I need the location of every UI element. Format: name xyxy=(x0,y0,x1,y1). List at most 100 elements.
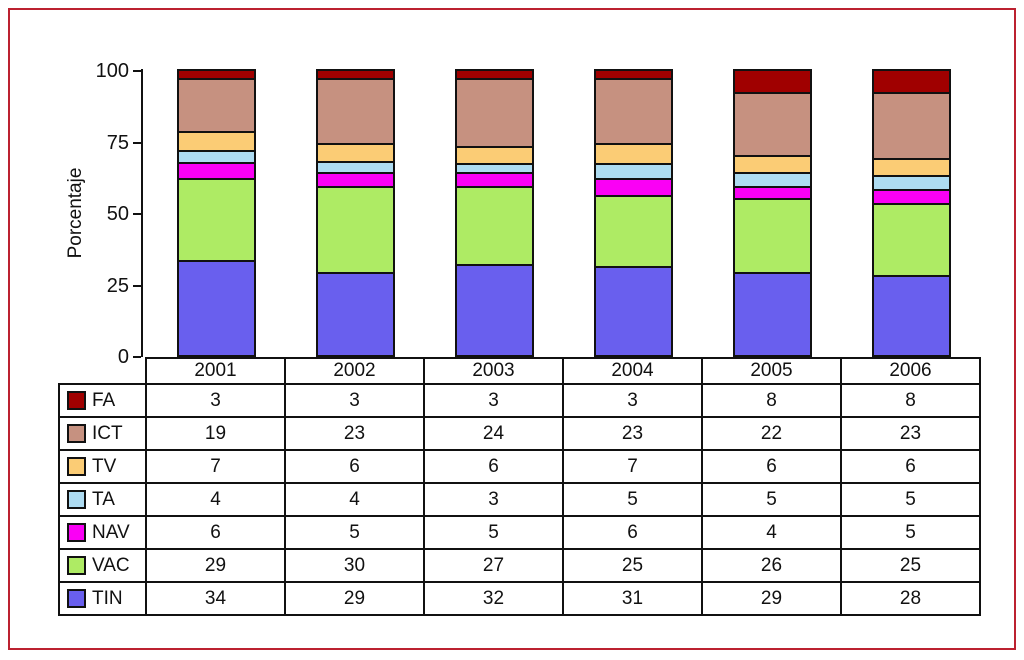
table-cell-vac-2005: 26 xyxy=(701,548,842,583)
stacked-bar-2006 xyxy=(872,68,951,357)
table-cell-tv-2002: 6 xyxy=(284,449,425,484)
legend-item-tin: TIN xyxy=(58,581,147,616)
legend-swatch-nav xyxy=(67,523,86,542)
bar-segment-nav-2004 xyxy=(596,177,671,195)
legend-swatch-ta xyxy=(67,490,86,509)
legend-swatch-tv xyxy=(67,457,86,476)
bar-segment-ta-2002 xyxy=(318,160,393,173)
table-row-tin: TIN 34 29 32 31 29 28 xyxy=(58,581,981,616)
table-cell-fa-2002: 3 xyxy=(284,383,425,418)
bar-segment-ta-2004 xyxy=(596,163,671,178)
table-cell-ict-2002: 23 xyxy=(284,416,425,451)
bar-segment-ict-2004 xyxy=(596,77,671,144)
table-row-tv: TV 7 6 6 7 6 6 xyxy=(58,449,981,484)
year-header-2001: 2001 xyxy=(145,357,286,385)
legend-label-vac: VAC xyxy=(92,554,130,576)
table-cell-fa-2005: 8 xyxy=(701,383,842,418)
legend-label-fa: FA xyxy=(92,389,116,411)
y-tick-mark-0 xyxy=(133,356,141,358)
y-axis-line xyxy=(141,69,143,357)
table-cell-nav-2006: 5 xyxy=(840,515,981,550)
legend-item-tv: TV xyxy=(58,449,147,484)
legend-item-nav: NAV xyxy=(58,515,147,550)
bar-segment-nav-2003 xyxy=(457,172,532,187)
bar-segment-vac-2001 xyxy=(179,178,254,260)
bar-segment-fa-2003 xyxy=(457,69,532,78)
table-cell-tv-2001: 7 xyxy=(145,449,286,484)
bar-segment-ict-2003 xyxy=(457,77,532,147)
table-cell-ta-2002: 4 xyxy=(284,482,425,517)
y-tick-mark-100 xyxy=(133,70,141,72)
table-cell-ta-2005: 5 xyxy=(701,482,842,517)
table-cell-vac-2004: 25 xyxy=(562,548,703,583)
y-tick-label-25: 25 xyxy=(106,274,129,297)
y-tick-label-100: 100 xyxy=(95,60,129,82)
year-header-2005: 2005 xyxy=(701,357,842,385)
stacked-bar-2001 xyxy=(177,69,256,357)
bar-segment-ta-2003 xyxy=(457,163,532,173)
legend-label-tin: TIN xyxy=(92,587,123,609)
bar-segment-fa-2006 xyxy=(874,68,949,92)
bar-segment-tv-2002 xyxy=(318,143,393,161)
legend-item-fa: FA xyxy=(58,383,147,418)
table-corner-empty xyxy=(59,358,146,384)
bar-segment-tv-2005 xyxy=(735,154,810,173)
table-cell-tin-2005: 29 xyxy=(701,581,842,616)
table-cell-tin-2003: 32 xyxy=(423,581,564,616)
bar-segment-nav-2006 xyxy=(874,189,949,204)
table-cell-tv-2004: 7 xyxy=(562,449,703,484)
bar-segment-fa-2004 xyxy=(596,68,671,78)
bar-segment-vac-2006 xyxy=(874,203,949,275)
table-cell-vac-2006: 25 xyxy=(840,548,981,583)
table-cell-tin-2002: 29 xyxy=(284,581,425,616)
bar-segment-tv-2001 xyxy=(179,130,254,151)
table-cell-nav-2005: 4 xyxy=(701,515,842,550)
bar-segment-ict-2001 xyxy=(179,77,254,131)
bar-segment-tv-2004 xyxy=(596,143,671,164)
table-row-ta: TA 4 4 3 5 5 5 xyxy=(58,482,981,517)
year-header-2003: 2003 xyxy=(423,357,564,385)
plot-area xyxy=(145,68,979,357)
table-cell-ict-2001: 19 xyxy=(145,416,286,451)
table-cell-ict-2005: 22 xyxy=(701,416,842,451)
year-header-2004: 2004 xyxy=(562,357,703,385)
bar-segment-tin-2003 xyxy=(457,263,532,355)
legend-swatch-tin xyxy=(67,589,86,608)
table-cell-tin-2006: 28 xyxy=(840,581,981,616)
table-cell-tv-2005: 6 xyxy=(701,449,842,484)
data-table-grid: 2001 2002 2003 2004 2005 2006 FA 3 3 3 3 8 8 ICT 19 23 2… xyxy=(58,357,981,616)
table-cell-fa-2004: 3 xyxy=(562,383,703,418)
table-row-fa: FA 3 3 3 3 8 8 xyxy=(58,383,981,418)
y-tick-mark-50 xyxy=(133,213,141,215)
legend-label-ta: TA xyxy=(92,488,115,510)
bar-segment-tin-2004 xyxy=(596,266,671,355)
y-tick-mark-25 xyxy=(133,284,141,287)
bar-segment-ict-2006 xyxy=(874,91,949,158)
bar-segment-ta-2006 xyxy=(874,174,949,190)
y-tick-label-75: 75 xyxy=(106,131,129,154)
table-row-ict: ICT 19 23 24 23 22 23 xyxy=(58,416,981,451)
stacked-bar-2004 xyxy=(594,68,673,357)
bar-segment-tin-2006 xyxy=(874,274,949,355)
bar-segment-nav-2002 xyxy=(318,172,393,187)
bar-segment-tv-2003 xyxy=(457,146,532,164)
bar-segment-ict-2005 xyxy=(735,91,810,155)
bar-segment-nav-2005 xyxy=(735,186,810,198)
legend-item-ict: ICT xyxy=(58,416,147,451)
table-cell-vac-2002: 30 xyxy=(284,548,425,583)
bar-segment-fa-2002 xyxy=(318,69,393,78)
stacked-bar-2002 xyxy=(316,69,395,357)
legend-label-ict: ICT xyxy=(92,422,123,444)
table-row-vac: VAC 29 30 27 25 26 25 xyxy=(58,548,981,583)
table-cell-fa-2001: 3 xyxy=(145,383,286,418)
y-tick-label-50: 50 xyxy=(106,203,129,225)
bar-segment-fa-2005 xyxy=(735,69,810,92)
stacked-bar-2003 xyxy=(455,69,534,357)
bar-segment-ict-2002 xyxy=(318,77,393,144)
table-cell-nav-2004: 6 xyxy=(562,515,703,550)
table-cell-ict-2003: 24 xyxy=(423,416,564,451)
legend-swatch-fa xyxy=(67,391,86,410)
table-cell-vac-2003: 27 xyxy=(423,548,564,583)
year-header-2002: 2002 xyxy=(284,357,425,385)
bar-segment-vac-2005 xyxy=(735,197,810,273)
